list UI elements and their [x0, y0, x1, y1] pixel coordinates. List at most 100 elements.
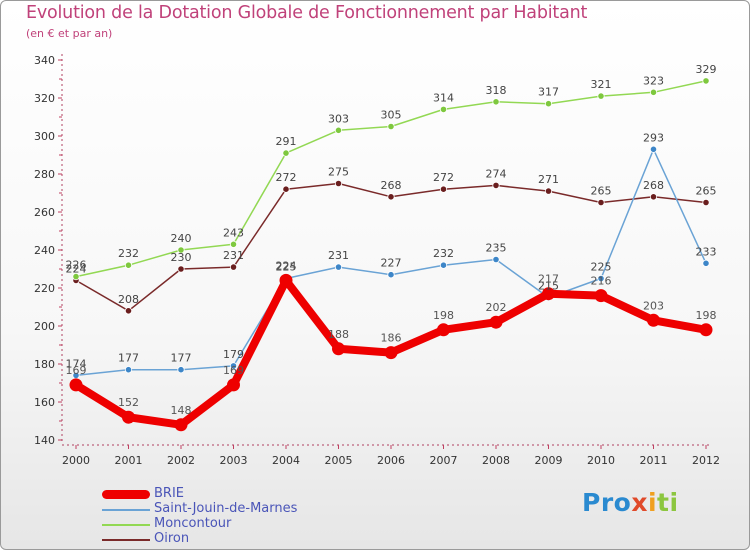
data-point-moncontour	[124, 261, 133, 269]
data-label-brie: 216	[591, 275, 612, 288]
data-point-brie	[594, 289, 608, 303]
x-tick-label: 2005	[325, 454, 353, 467]
data-label-oiron: 208	[118, 293, 139, 306]
data-label-brie: 198	[696, 309, 717, 322]
data-point-oiron	[649, 193, 658, 201]
legend-label-moncontour: Moncontour	[154, 516, 232, 531]
y-tick-label: 260	[34, 206, 55, 219]
data-label-moncontour: 240	[171, 232, 192, 245]
data-point-saint-jouin-de-marnes	[177, 366, 185, 374]
data-label-brie: 203	[643, 299, 664, 312]
data-point-oiron	[387, 193, 395, 201]
x-tick-label: 2008	[482, 454, 510, 467]
data-label-oiron: 231	[223, 249, 244, 262]
data-point-brie	[69, 378, 83, 392]
data-label-moncontour: 232	[118, 247, 139, 260]
data-point-oiron	[702, 198, 710, 207]
data-label-brie: 224	[276, 259, 297, 272]
data-label-oiron: 272	[433, 171, 454, 184]
data-point-oiron	[597, 198, 605, 207]
data-label-oiron: 272	[276, 171, 297, 184]
series-line-oiron	[75, 182, 707, 312]
data-point-oiron	[124, 307, 133, 315]
line-chart: 140 160 180 200 220 240 260 280 300 320 340 2000 200…	[34, 54, 720, 467]
data-label-oiron: 271	[538, 173, 559, 186]
data-label-moncontour: 226	[66, 259, 87, 272]
legend-swatch-brie	[102, 490, 150, 499]
data-label-oiron: 265	[591, 185, 612, 198]
x-tick-label: 2002	[167, 454, 195, 467]
data-label-brie: 148	[171, 404, 192, 417]
data-label-moncontour: 243	[223, 226, 244, 239]
data-point-saint-jouin-de-marnes	[649, 145, 658, 153]
data-label-saint-jouin-de-marnes: 174	[66, 357, 87, 370]
data-label-saint-jouin-de-marnes: 231	[328, 249, 349, 262]
data-point-moncontour	[282, 149, 290, 157]
data-label-moncontour: 291	[276, 135, 297, 148]
data-point-oiron	[334, 179, 343, 188]
data-label-saint-jouin-de-marnes: 177	[118, 352, 139, 365]
data-label-oiron: 275	[328, 166, 349, 179]
data-point-brie	[279, 273, 293, 287]
y-tick-label: 160	[34, 396, 55, 409]
data-point-brie	[384, 346, 398, 360]
x-tick-label: 2001	[115, 454, 143, 467]
data-point-moncontour	[229, 240, 238, 248]
data-point-oiron	[439, 185, 448, 193]
data-point-saint-jouin-de-marnes	[439, 261, 448, 269]
data-point-moncontour	[649, 88, 658, 96]
x-tick-label: 2012	[692, 454, 720, 467]
data-label-saint-jouin-de-marnes: 293	[643, 131, 664, 144]
data-label-brie: 169	[223, 364, 244, 377]
data-label-brie: 198	[433, 309, 454, 322]
legend-swatch-oiron	[102, 539, 150, 541]
data-point-oiron	[544, 187, 553, 195]
data-label-oiron: 274	[486, 167, 507, 180]
data-label-brie: 217	[538, 273, 559, 286]
data-point-moncontour	[702, 77, 710, 85]
legend-label-brie: BRIE	[154, 486, 184, 501]
legend-label-saint-jouin: Saint-Jouin-de-Marnes	[154, 501, 298, 516]
data-point-moncontour	[177, 246, 185, 254]
data-point-saint-jouin-de-marnes	[702, 259, 710, 267]
data-label-saint-jouin-de-marnes: 225	[591, 261, 612, 274]
y-tick-label: 220	[34, 282, 55, 295]
data-point-saint-jouin-de-marnes	[492, 255, 500, 264]
data-label-oiron: 230	[171, 251, 192, 264]
data-label-moncontour: 329	[696, 63, 717, 76]
axes: 140 160 180 200 220 240 260 280 300 320 340 2000 200…	[34, 54, 720, 467]
data-label-moncontour: 314	[433, 91, 454, 104]
proxiti-logo: Proxiti	[582, 488, 679, 517]
data-label-moncontour: 321	[591, 78, 612, 91]
legend-label-oiron: Oiron	[154, 531, 190, 546]
data-label-brie: 202	[486, 301, 507, 314]
data-point-brie	[122, 410, 135, 424]
legend-swatch-moncontour	[102, 524, 150, 526]
data-point-brie	[489, 315, 503, 329]
data-label-moncontour: 305	[381, 109, 402, 122]
data-label-moncontour: 317	[538, 86, 559, 99]
data-label-moncontour: 323	[643, 74, 664, 87]
x-tick-label: 2010	[587, 454, 615, 467]
data-point-oiron	[492, 181, 500, 189]
data-label-saint-jouin-de-marnes: 215	[538, 280, 559, 293]
data-label-brie: 152	[118, 396, 139, 409]
data-label-moncontour: 303	[328, 112, 349, 125]
data-point-brie	[647, 313, 660, 327]
x-tick-label: 2009	[535, 454, 563, 467]
data-point-moncontour	[72, 272, 80, 281]
y-tick-label: 140	[34, 434, 55, 447]
data-point-moncontour	[387, 122, 395, 131]
data-point-brie	[227, 378, 240, 392]
data-label-oiron: 265	[696, 185, 717, 198]
data-label-saint-jouin-de-marnes: 177	[171, 352, 192, 365]
data-point-moncontour	[597, 92, 605, 100]
data-label-saint-jouin-de-marnes: 232	[433, 247, 454, 260]
data-point-brie	[332, 342, 345, 356]
y-tick-label: 320	[34, 92, 55, 105]
data-point-brie	[174, 418, 188, 432]
data-label-oiron: 224	[66, 262, 87, 275]
data-label-saint-jouin-de-marnes: 179	[223, 348, 244, 361]
y-tick-label: 300	[34, 130, 55, 143]
